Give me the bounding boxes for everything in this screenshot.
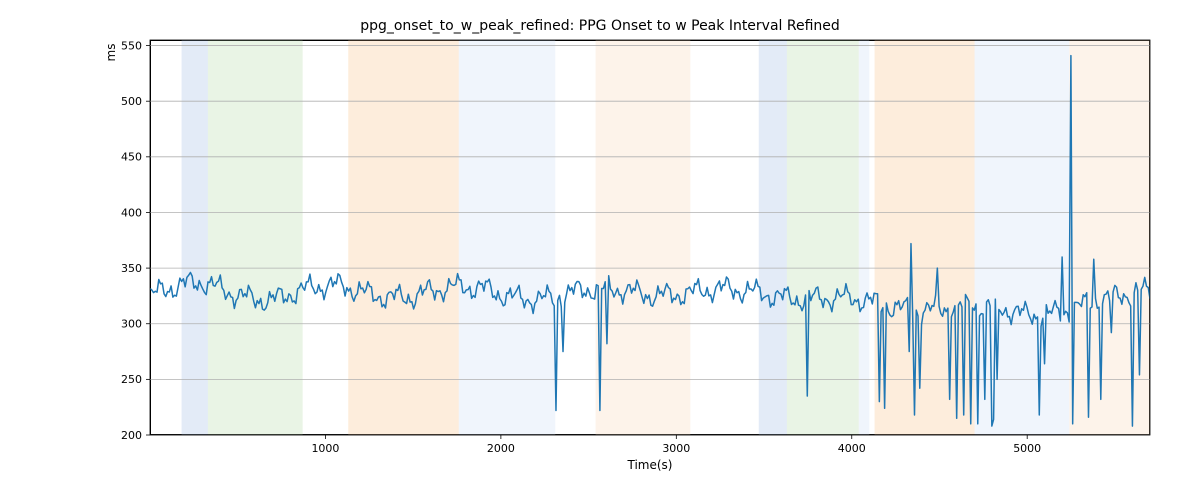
y-tick-label: 200 bbox=[121, 429, 142, 442]
band bbox=[459, 40, 555, 435]
y-tick-label: 500 bbox=[121, 95, 142, 108]
y-tick-label: 350 bbox=[121, 262, 142, 275]
x-tick-label: 4000 bbox=[838, 442, 866, 455]
band bbox=[975, 40, 1070, 435]
y-ticks: 200 250 300 350 400 450 500 550 bbox=[121, 39, 150, 441]
band bbox=[182, 40, 208, 435]
band bbox=[348, 40, 459, 435]
x-ticks: 1000 2000 3000 4000 5000 bbox=[311, 435, 1041, 455]
y-tick-label: 300 bbox=[121, 318, 142, 331]
x-tick-label: 2000 bbox=[487, 442, 515, 455]
x-axis-label: Time(s) bbox=[150, 458, 1150, 472]
y-tick-label: 550 bbox=[121, 39, 142, 52]
background-bands bbox=[182, 40, 1150, 435]
band bbox=[1069, 40, 1150, 435]
x-tick-label: 5000 bbox=[1013, 442, 1041, 455]
band bbox=[859, 40, 870, 435]
plot-svg: 1000 2000 3000 4000 5000 200 250 300 350 400 450 50… bbox=[0, 0, 1200, 500]
band bbox=[759, 40, 787, 435]
y-tick-label: 250 bbox=[121, 373, 142, 386]
band bbox=[596, 40, 691, 435]
x-tick-label: 3000 bbox=[662, 442, 690, 455]
y-tick-label: 400 bbox=[121, 206, 142, 219]
y-tick-label: 450 bbox=[121, 151, 142, 164]
band bbox=[787, 40, 859, 435]
figure: ppg_onset_to_w_peak_refined: PPG Onset t… bbox=[0, 0, 1200, 500]
band bbox=[875, 40, 975, 435]
band bbox=[208, 40, 303, 435]
y-axis-label: ms bbox=[104, 0, 118, 250]
x-tick-label: 1000 bbox=[311, 442, 339, 455]
